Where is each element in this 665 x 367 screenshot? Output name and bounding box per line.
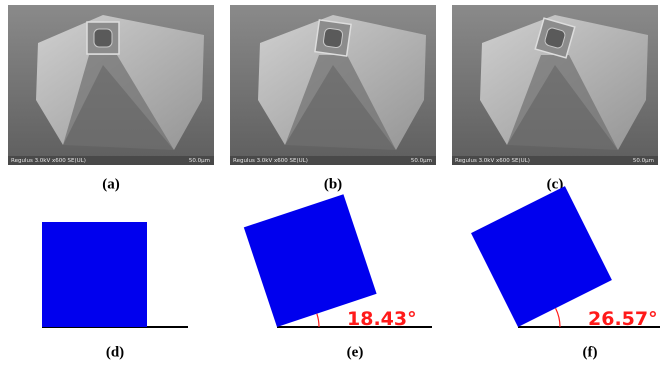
pit-inner — [94, 29, 112, 47]
angle-arc — [556, 308, 560, 327]
caption: (f) — [583, 344, 598, 360]
angle-label: 18.43° — [347, 308, 417, 330]
sem-info: Regulus 3.0kV x600 SE(UL) — [11, 158, 86, 164]
sem-scale: 50.0µm — [633, 158, 654, 164]
caption: (a) — [102, 176, 120, 192]
pit-inner — [323, 28, 343, 48]
sem-scale: 50.0µm — [189, 158, 210, 164]
angle-label: 26.57° — [588, 308, 658, 330]
square — [42, 222, 147, 327]
sem-scale: 50.0µm — [411, 158, 432, 164]
sem-info: Regulus 3.0kV x600 SE(UL) — [455, 158, 530, 164]
rotated-square — [471, 186, 612, 327]
figure: Regulus 3.0kV x600 SE(UL) 50.0µm (a) Regulu… — [0, 0, 665, 367]
angle-arc — [317, 314, 319, 327]
caption: (d) — [106, 344, 124, 360]
caption: (e) — [347, 344, 364, 360]
caption: (b) — [324, 176, 342, 192]
sem-info: Regulus 3.0kV x600 SE(UL) — [233, 158, 308, 164]
